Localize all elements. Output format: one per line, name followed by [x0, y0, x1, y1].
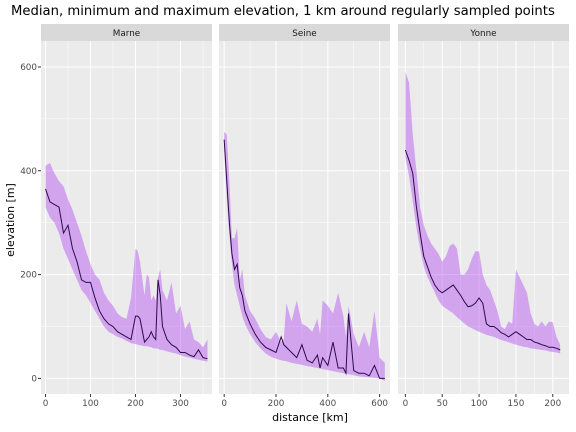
x-tick-label: 600 [371, 399, 388, 409]
median-line [45, 188, 208, 360]
chart-title: Median, minimum and maximum elevation, 1… [11, 4, 555, 19]
x-tick-label: 200 [544, 399, 561, 409]
facet-yonne: Yonne 0 50 100 150 200 [398, 24, 569, 409]
facet-strip-label: Yonne [469, 29, 496, 39]
facet-strip [219, 24, 390, 41]
panel-background [398, 41, 569, 394]
y-tick-label: 200 [20, 271, 37, 281]
y-axis-title: elevation [m] [4, 183, 17, 257]
facet-panels: 0 200 400 600 Marne 0 100 200 300 Seine 0 200 400 600… [20, 24, 569, 409]
min-max-ribbon [405, 72, 561, 354]
x-tick-label: 50 [437, 399, 449, 409]
x-tick-label: 200 [127, 399, 144, 409]
median-line [404, 149, 561, 351]
x-tick-label: 150 [508, 399, 525, 409]
median-line [223, 139, 385, 379]
facet-strip-label: Seine [292, 29, 316, 39]
x-tick-label: 0 [43, 399, 49, 409]
facet-strip [398, 24, 569, 41]
x-tick-label: 0 [221, 399, 227, 409]
min-max-ribbon [224, 131, 385, 382]
facet-strip [41, 24, 212, 41]
panel-background [41, 41, 212, 394]
min-max-ribbon [45, 162, 208, 362]
y-tick-label: 400 [20, 167, 37, 177]
x-tick-label: 300 [172, 399, 189, 409]
facet-marne: Marne 0 100 200 300 [41, 24, 212, 409]
x-tick-label: 400 [319, 399, 336, 409]
x-tick-label: 0 [403, 399, 409, 409]
facet-strip-label: Marne [113, 29, 140, 39]
x-tick-label: 200 [268, 399, 285, 409]
x-tick-label: 100 [82, 399, 99, 409]
x-tick-label: 100 [471, 399, 488, 409]
y-tick-label: 600 [20, 63, 37, 73]
x-axis-title: distance [km] [272, 411, 348, 424]
y-tick-label: 0 [31, 374, 37, 384]
panel-background [219, 41, 390, 394]
facet-seine: Seine 0 200 400 600 [219, 24, 390, 409]
